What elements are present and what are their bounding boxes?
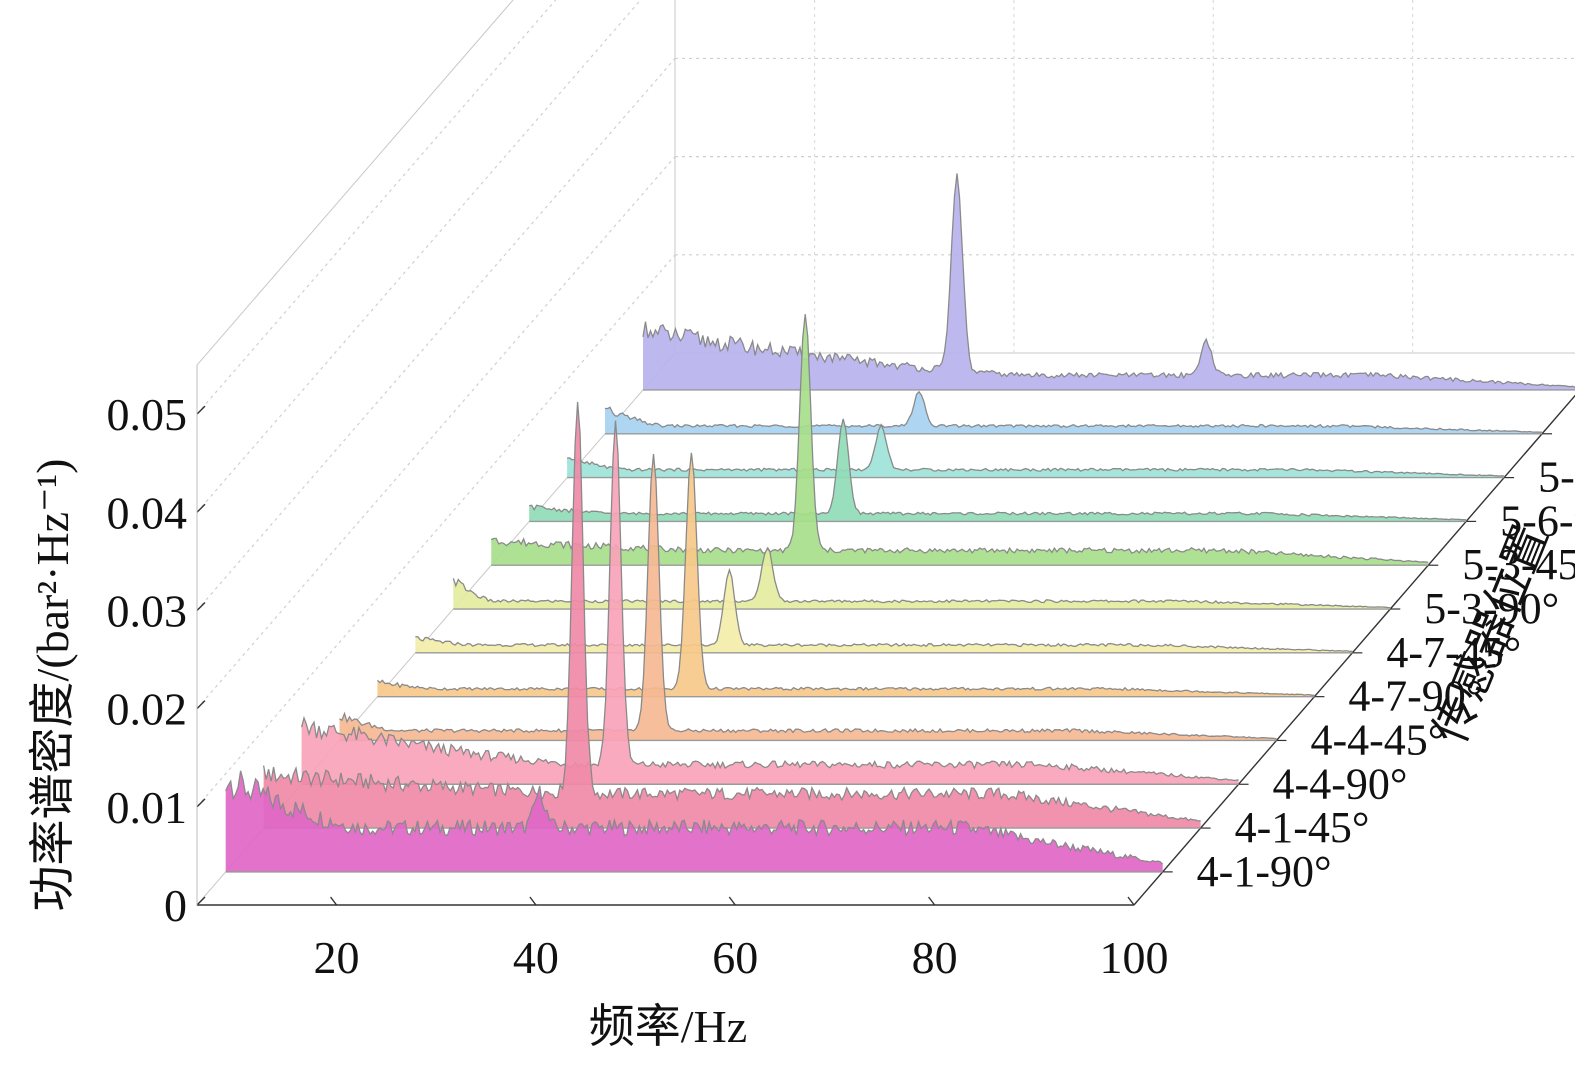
- series-area: [263, 401, 1201, 829]
- series-category-label: 5-6-45°: [1538, 453, 1575, 502]
- series-line: [415, 567, 1353, 653]
- back-wall: [674, 0, 1575, 354]
- series-layer: [225, 173, 1575, 873]
- series-category-label: 4-7-90°: [1348, 672, 1483, 721]
- series-line: [300, 420, 1239, 782]
- x-tick-mark: [529, 896, 537, 906]
- y-tick-label: 0.03: [107, 585, 188, 636]
- series-line: [642, 173, 1575, 388]
- x-tick-mark: [1127, 896, 1135, 906]
- series-area: [605, 391, 1543, 434]
- axes-layer: [196, 365, 1575, 906]
- y-gridline-side: [196, 156, 676, 710]
- labels-layer: 2040608010000.010.020.030.040.056-2-45°6…: [107, 389, 1575, 983]
- series-category-label: 5-3-90°: [1424, 584, 1559, 633]
- series-category-label: 5-6-90°: [1500, 496, 1575, 545]
- series-category-label: 4-4-45°: [1310, 715, 1445, 764]
- y-tick-mark: [196, 798, 206, 808]
- y-axis-title: 功率谱密度/(bar²·Hz⁻¹): [27, 459, 78, 912]
- y-gridline-side: [196, 0, 557, 415]
- series-line: [567, 423, 1505, 477]
- y-tick-mark: [196, 896, 206, 906]
- series-category-label: 5-3-45°: [1462, 540, 1575, 589]
- x-tick-label: 60: [712, 932, 758, 983]
- y-tick-mark: [196, 601, 206, 611]
- series-line: [262, 401, 1201, 822]
- series-area: [415, 569, 1353, 653]
- series-area: [301, 420, 1239, 785]
- series-area: [642, 173, 1575, 390]
- x-tick-label: 100: [1100, 932, 1169, 983]
- y-tick-label: 0: [164, 880, 187, 931]
- y-tick-label: 0.04: [107, 487, 188, 538]
- series-line: [376, 452, 1315, 696]
- series-area: [453, 548, 1391, 610]
- y-tick-label: 0.02: [107, 684, 188, 735]
- series-category-label: 4-1-90°: [1197, 847, 1332, 896]
- x-tick-label: 40: [513, 932, 559, 983]
- series-line: [225, 770, 1164, 865]
- y-tick-mark: [196, 700, 206, 710]
- y-gridline-side: [196, 58, 676, 611]
- x-tick-mark: [928, 896, 936, 906]
- series-line: [339, 453, 1277, 740]
- y-gridline-side: [196, 254, 676, 808]
- series-category-label: 4-4-90°: [1273, 759, 1408, 808]
- y-tick-label: 0.05: [107, 389, 188, 440]
- x-tick-mark: [329, 896, 338, 906]
- series-line: [529, 418, 1467, 521]
- y-gridline-side: [196, 0, 642, 513]
- series-category-label: 4-1-45°: [1235, 803, 1370, 852]
- series-line: [490, 314, 1429, 563]
- grid-layer: [196, 0, 1575, 907]
- series-line: [604, 390, 1543, 433]
- x-tick-label: 20: [314, 932, 360, 983]
- z-axis-line: [1133, 394, 1575, 906]
- series-category-label: 4-7-45°: [1386, 628, 1521, 677]
- x-tick-label: 80: [912, 932, 958, 983]
- x-tick-mark: [728, 896, 736, 906]
- x-axis-title: 频率/Hz: [589, 1001, 747, 1052]
- y-tick-label: 0.01: [107, 782, 188, 833]
- y-tick-mark: [196, 405, 206, 415]
- y-tick-mark: [196, 503, 206, 513]
- series-area: [225, 770, 1163, 872]
- series-area: [567, 424, 1505, 478]
